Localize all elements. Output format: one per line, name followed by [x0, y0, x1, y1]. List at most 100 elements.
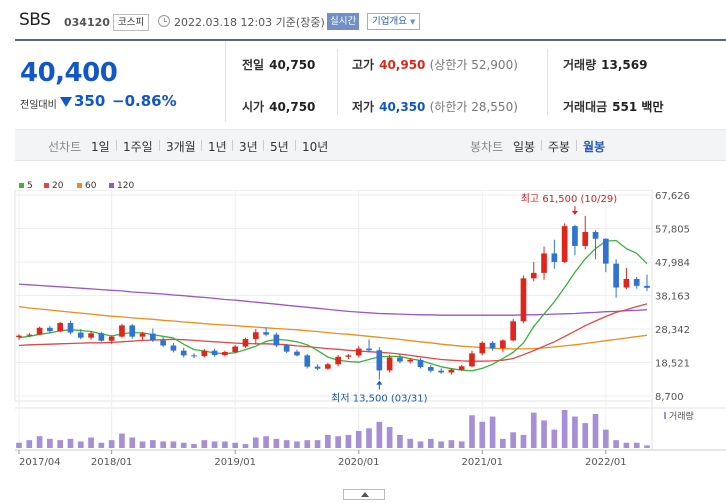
- period-3y[interactable]: 3년: [239, 140, 258, 154]
- candle-body: [397, 357, 403, 362]
- x-tick-label: 2019/01: [214, 457, 256, 468]
- chart-collapse-handle[interactable]: [343, 489, 385, 500]
- period-1d[interactable]: 1일: [91, 140, 110, 154]
- y-tick-label: 18,521: [655, 359, 690, 370]
- volume-bar: [98, 442, 105, 448]
- candle-body: [273, 334, 280, 346]
- candle-body: [489, 342, 496, 349]
- candle-weekly[interactable]: 주봉: [548, 140, 571, 154]
- candle-body: [644, 285, 650, 288]
- prev-close-label: 전일: [242, 58, 265, 72]
- candle-body: [232, 346, 239, 352]
- volume-bar: [479, 421, 486, 448]
- volume-bar: [561, 410, 568, 448]
- candle-body: [345, 355, 352, 357]
- volume-bar: [551, 429, 558, 448]
- high-label: 고가: [352, 58, 375, 72]
- separator: [232, 140, 233, 151]
- y-tick-label: 57,805: [655, 225, 690, 236]
- volume-bar: [582, 423, 589, 448]
- stat-open: 시가 40,750: [242, 98, 315, 115]
- volume-bar: [232, 442, 239, 448]
- volume-value: 13,569: [601, 58, 648, 72]
- legend-swatch: [44, 183, 49, 188]
- legend-ma5: 5: [19, 181, 33, 191]
- header-divider: [15, 39, 726, 41]
- price-chart: 67,626 57,805 47,984 38,163 28,342 18,521 8,70…: [14, 190, 726, 468]
- separator: [295, 140, 296, 151]
- vs-prev-label: 전일대비: [20, 100, 57, 111]
- volume-bar: [16, 442, 22, 448]
- legend-ma60: 60: [77, 181, 96, 191]
- stock-header: SBS 034120 코스피 2022.03.18 12:03 기준(장중) 실…: [0, 0, 726, 40]
- candle-body: [139, 333, 146, 337]
- volume-bar: [510, 432, 516, 448]
- candle-monthly[interactable]: 월봉: [583, 140, 606, 154]
- line-chart-label: 선차트: [48, 140, 82, 154]
- realtime-button[interactable]: 실시간: [327, 13, 360, 30]
- candle-daily[interactable]: 일봉: [513, 140, 536, 154]
- candle-body: [438, 370, 444, 373]
- volume-bar: [36, 436, 43, 448]
- ma120-line: [18, 283, 648, 316]
- separator: [263, 140, 264, 151]
- candle-body: [541, 253, 547, 273]
- amount-value: 551 백만: [612, 100, 664, 114]
- period-5y[interactable]: 5년: [270, 140, 289, 154]
- volume-bar: [417, 441, 424, 448]
- legend-label: 20: [52, 181, 64, 191]
- candle-body: [108, 336, 115, 341]
- volume-bar: [283, 440, 290, 448]
- candle-body: [325, 364, 331, 369]
- volume-bar: [541, 420, 547, 448]
- candle-body: [602, 238, 609, 264]
- company-info-label: 기업개요: [372, 16, 407, 27]
- volume-bar: [201, 440, 208, 448]
- candle-body: [314, 366, 321, 369]
- candle-body: [592, 231, 599, 239]
- legend-swatch: [77, 183, 82, 188]
- candle-body: [479, 342, 486, 354]
- volume-bar: [345, 434, 352, 448]
- candle-body: [57, 323, 64, 332]
- separator: [541, 140, 542, 151]
- change-value: 350: [74, 92, 106, 110]
- period-3m[interactable]: 3개월: [166, 140, 196, 154]
- stats-divider: [337, 49, 338, 115]
- candle-body: [530, 272, 537, 279]
- volume-bar: [191, 444, 197, 448]
- period-1w[interactable]: 1주일: [123, 140, 153, 154]
- candle-body: [386, 357, 393, 371]
- period-10y[interactable]: 10년: [302, 140, 329, 154]
- candle-body: [98, 333, 105, 341]
- candle-body: [88, 333, 94, 338]
- volume-label: 거래량: [563, 58, 597, 72]
- ma20-line: [18, 303, 648, 362]
- candle-body: [510, 321, 516, 341]
- candle-body: [520, 278, 527, 322]
- volume-bar: [304, 440, 311, 448]
- y-tick-label: 67,626: [655, 191, 690, 202]
- volume-bar: [150, 440, 156, 448]
- volume-bar: [602, 429, 609, 448]
- candle-body: [582, 231, 589, 246]
- candle-body: [294, 351, 300, 356]
- high-annotation: 최고 61,500 (10/29): [521, 193, 617, 205]
- open-label: 시가: [242, 100, 265, 114]
- candle-body: [191, 355, 197, 357]
- volume-bar: [644, 445, 650, 448]
- candle-body: [263, 332, 269, 335]
- volume-bar: [26, 440, 33, 448]
- candle-body: [170, 345, 177, 351]
- volume-bar: [438, 441, 444, 448]
- candle-body: [551, 253, 558, 262]
- period-1y[interactable]: 1년: [208, 140, 227, 154]
- open-value: 40,750: [269, 100, 316, 114]
- chevron-down-icon: ▼: [410, 18, 416, 26]
- candle-body: [427, 367, 434, 371]
- company-info-button[interactable]: 기업개요 ▼: [367, 13, 421, 30]
- stock-name: SBS: [19, 10, 51, 30]
- legend-label: 120: [117, 181, 135, 191]
- separator: [576, 140, 577, 151]
- volume-bar: [386, 427, 393, 448]
